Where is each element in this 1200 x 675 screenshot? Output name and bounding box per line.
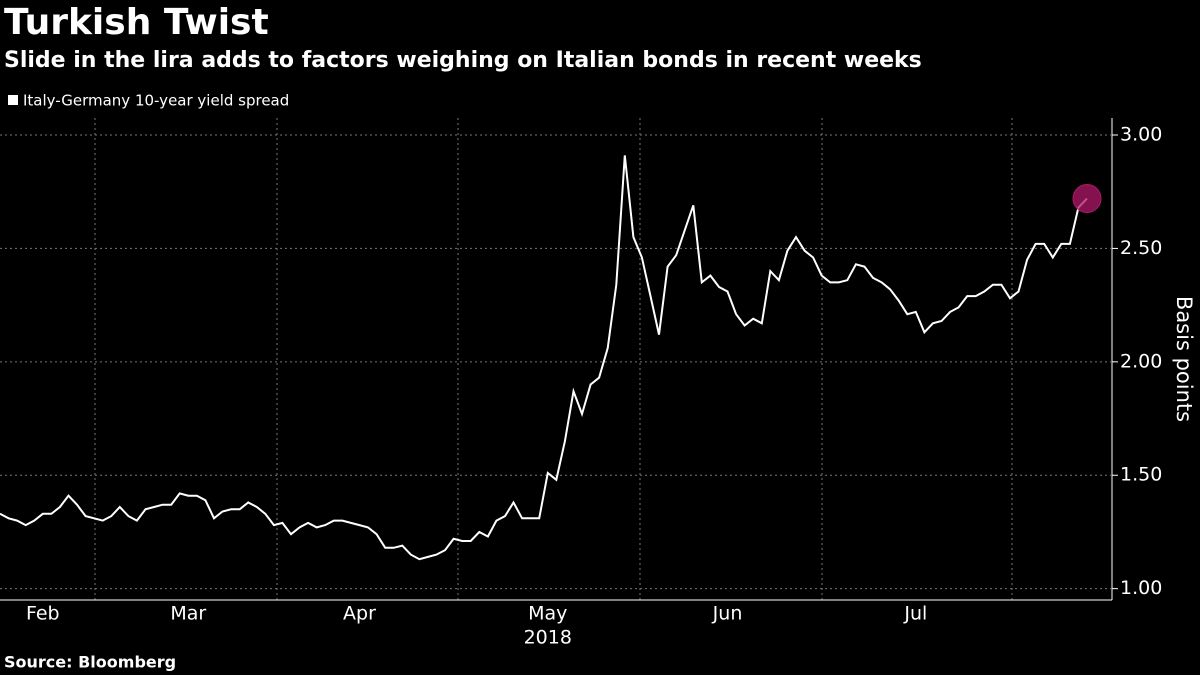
x-tick-label: Mar: [170, 603, 206, 625]
y-axis-label: Basis points: [1172, 296, 1196, 422]
y-tick-label: 1.00: [1120, 577, 1162, 599]
endpoint-marker: [1072, 184, 1102, 214]
x-tick-label: Jun: [712, 603, 743, 625]
chart-title: Turkish Twist: [4, 2, 269, 43]
x-tick-label: Feb: [26, 603, 60, 625]
legend-swatch: [8, 95, 18, 105]
x-tick-label: Apr: [343, 603, 376, 625]
y-tick-label: 2.50: [1120, 237, 1162, 259]
x-sublabel: 2018: [524, 627, 572, 649]
chart-subtitle: Slide in the lira adds to factors weighi…: [4, 48, 922, 73]
series-line: [0, 155, 1088, 561]
legend-label: Italy-Germany 10-year yield spread: [23, 92, 289, 110]
x-tick-label: Jul: [903, 603, 927, 625]
x-tick-label: May: [528, 603, 567, 625]
y-tick-label: 3.00: [1120, 124, 1162, 146]
y-tick-label: 1.50: [1120, 464, 1162, 486]
y-tick-label: 2.00: [1120, 350, 1162, 372]
month-dividers: [94, 118, 1013, 600]
source: Source: Bloomberg: [4, 653, 176, 672]
